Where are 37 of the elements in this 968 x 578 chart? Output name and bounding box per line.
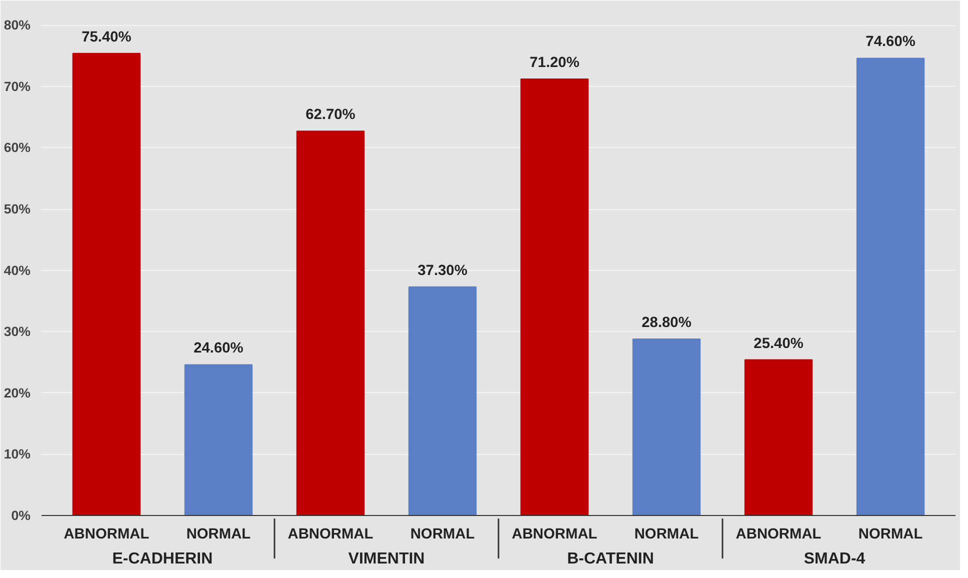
x-tick-label: ABNORMAL [288,526,374,542]
x-tick-label: ABNORMAL [736,526,822,542]
y-tick-label: 80% [4,18,31,33]
x-tick-label: NORMAL [858,526,923,542]
data-label: 24.60% [194,340,244,357]
y-tick-label: 60% [4,140,31,156]
bar [296,130,365,516]
bar [184,364,253,516]
y-tick-label: 10% [4,446,31,462]
x-tick-label: ABNORMAL [64,526,150,542]
data-label: 37.30% [418,262,468,279]
x-tick-label: ABNORMAL [512,526,598,542]
bar [72,52,141,516]
x-tick-label: NORMAL [634,526,699,542]
x-tick-label: NORMAL [186,526,251,542]
bar [856,58,925,516]
y-tick-label: 70% [4,78,31,94]
data-label: 25.40% [754,336,804,352]
bar [520,78,589,516]
data-label: 74.60% [866,34,916,50]
text: SMAD-4 [804,550,866,568]
bar [632,338,701,516]
y-tick-label: 40% [4,262,31,278]
text: E-CADHERIN [112,550,213,568]
bar [408,286,477,516]
y-tick-label: 0% [11,508,31,523]
data-label: 75.40% [82,29,132,46]
data-label: 28.80% [642,314,692,331]
y-tick-label: 30% [4,324,31,340]
data-label: 71.20% [530,55,580,72]
y-tick-label: 50% [4,202,31,217]
x-tick-label: NORMAL [410,526,475,542]
text: VIMENTIN [348,550,425,568]
data-label: 62.70% [306,107,356,124]
bar [744,359,813,516]
text: B-CATENIN [567,550,654,568]
y-tick-label: 20% [4,385,31,400]
